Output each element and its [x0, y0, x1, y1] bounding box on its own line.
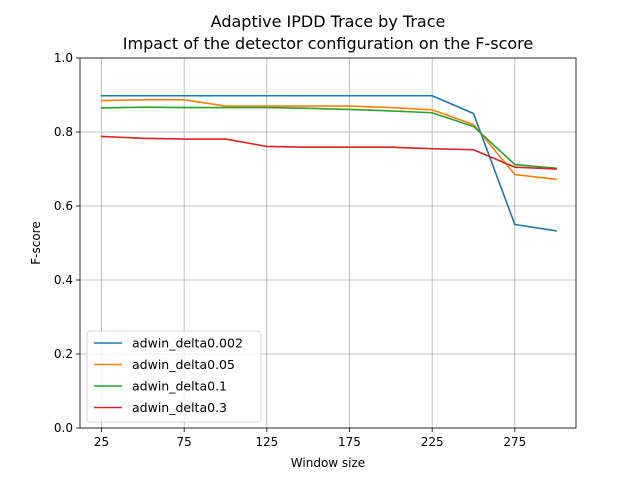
chart-subtitle: Impact of the detector configuration on … [123, 34, 533, 53]
x-tick-label: 275 [503, 435, 526, 449]
chart-title: Adaptive IPDD Trace by Trace [211, 12, 446, 31]
legend-label: adwin_delta0.05 [132, 357, 235, 372]
y-tick-label: 0.6 [54, 199, 73, 213]
series-line-adwin_delta0.3 [100, 135, 557, 170]
x-tick-label: 25 [94, 435, 109, 449]
y-tick-label: 1.0 [54, 51, 73, 65]
y-tick-label: 0.8 [54, 125, 73, 139]
x-tick-label: 75 [177, 435, 192, 449]
plot-frame [79, 57, 577, 429]
y-tick-label: 0.4 [54, 273, 73, 287]
y-tick-label: 0.2 [54, 347, 73, 361]
legend: adwin_delta0.002 adwin_delta0.05 adwin_del… [86, 330, 262, 423]
legend-label: adwin_delta0.1 [132, 379, 227, 394]
x-axis-label: Window size [291, 456, 365, 470]
x-tick-label: 125 [255, 435, 278, 449]
series-line-adwin_delta0.1 [100, 106, 558, 170]
y-axis-label: F-score [29, 221, 43, 264]
y-tick-label: 0.0 [54, 421, 73, 435]
legend-label: adwin_delta0.002 [132, 336, 243, 351]
series-line-adwin_delta0.002 [100, 94, 558, 232]
x-tick-label: 175 [338, 435, 361, 449]
plot-lines [100, 94, 558, 232]
x-tick-label: 225 [421, 435, 444, 449]
legend-frame [86, 330, 262, 423]
axis-ticks: 25 75 125 175 225 275 0.0 0.2 0.4 0.6 0.8 1.0 [54, 51, 526, 449]
legend-label: adwin_delta0.3 [132, 400, 227, 415]
